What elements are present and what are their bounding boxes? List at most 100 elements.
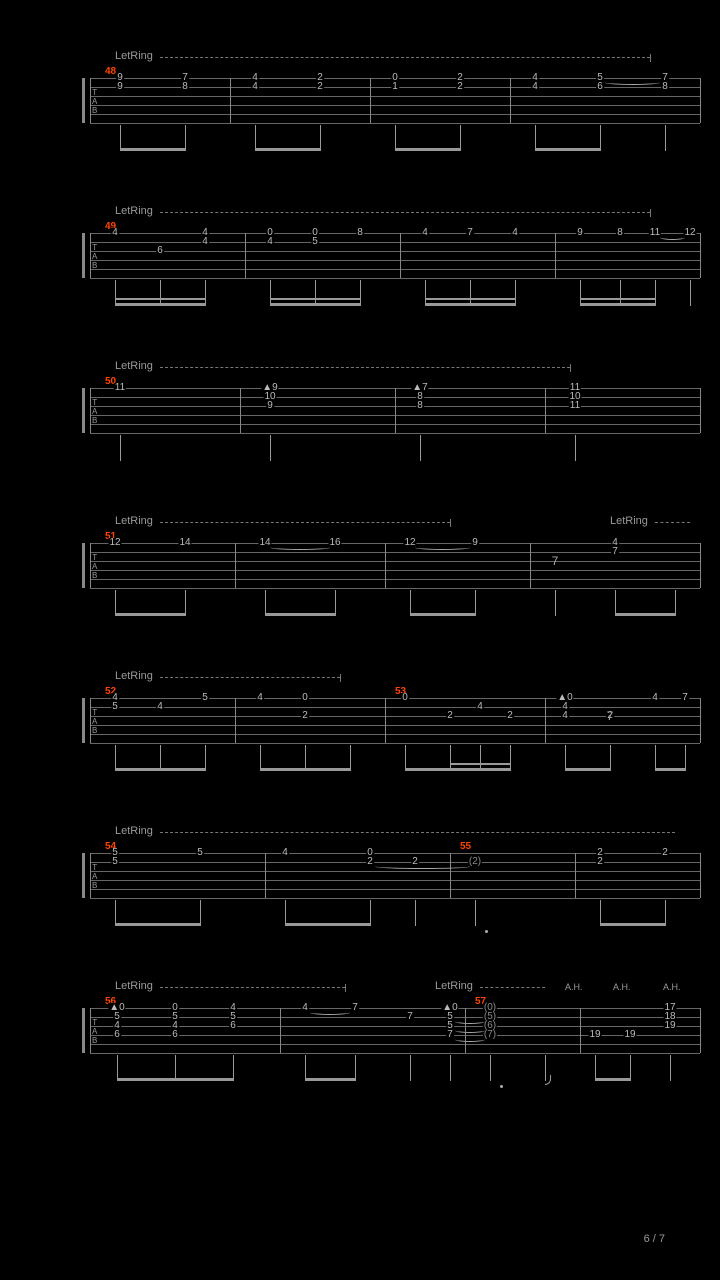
tab-clef: TAB [92,553,96,580]
fret-number: 8 [616,228,624,238]
fret-number: 4 [201,237,209,247]
barline [700,698,701,743]
tie [605,80,660,85]
fret-number: 6 [171,1030,179,1040]
fret-number: 11 [114,383,126,393]
fret-number: 6 [229,1021,237,1031]
staff-line [90,588,700,589]
fret-number: 5 [311,237,319,247]
barline [510,78,511,123]
staff-line [90,1026,700,1027]
fret-number: 5 [196,848,204,858]
ah-label: A.H. [663,982,681,992]
letring-line [480,987,545,988]
fret-number: 11 [569,401,581,411]
stem [410,1055,411,1081]
fret-number: 5 [111,857,119,867]
letring-label: LetRing [115,205,153,217]
fret-number: 2 [301,711,309,721]
staff-line [90,853,700,854]
measure-number: 48 [105,66,116,77]
staff-line [90,123,700,124]
tab-system: LetRing50TAB11▲9109▲788111011 [55,360,665,495]
barline [230,78,231,123]
barline [575,853,576,898]
staff-line [90,251,700,252]
fret-number: 0 [301,693,309,703]
tab-system: LetRing49TAB464404058474981112 [55,205,665,340]
tie [455,1028,485,1033]
barline [235,698,236,743]
staff-line [90,242,700,243]
fret-number: 4 [651,693,659,703]
letring-line [160,677,340,678]
fret-number: 7 [611,547,619,557]
staff-line [90,1053,700,1054]
fret-number: 4 [561,711,569,721]
letring-label: LetRing [115,515,153,527]
fret-number: 19 [663,1021,676,1031]
barline [580,1008,581,1053]
staff-line [90,233,700,234]
barline [530,543,531,588]
letring-label: LetRing [610,515,648,527]
stem [490,1055,491,1081]
fret-number: 2 [506,711,514,721]
barline [700,1008,701,1053]
tab-system: LetRingLetRing51TAB12141416129747 [55,515,665,650]
staff-line [90,579,700,580]
fret-number: 5 [111,702,119,712]
stem [120,435,121,461]
letring-line [160,987,345,988]
barline [245,233,246,278]
rest: 7 [607,709,614,723]
measure-number: 55 [460,841,471,852]
fret-number: 4 [301,1003,309,1013]
staff-line [90,707,700,708]
fret-number: 8 [356,228,364,238]
staff-line [90,862,700,863]
tie [415,545,470,550]
fret-number: 12 [108,538,121,548]
staff-line [90,1017,700,1018]
fret-number: 9 [116,82,124,92]
fret-number: 4 [256,693,264,703]
fret-number: 4 [111,228,119,238]
staff-line [90,433,700,434]
barline [90,698,91,743]
ah-label: A.H. [565,982,583,992]
staff-line [90,105,700,106]
staff-line [90,114,700,115]
fret-number: 19 [588,1030,601,1040]
barline [395,388,396,433]
fret-number: 19 [623,1030,636,1040]
letring-line [160,522,450,523]
fret-number: 2 [316,82,324,92]
staff-line [90,880,700,881]
barline [700,388,701,433]
barline [235,543,236,588]
staff-line [90,743,700,744]
fret-number: 2 [661,848,669,858]
fret-number: 4 [266,237,274,247]
tab-clef: TAB [92,88,96,115]
ah-label: A.H. [613,982,631,992]
fret-number: 5 [201,693,209,703]
fret-number: 2 [446,711,454,721]
letring-line [160,832,675,833]
staff-line [90,570,700,571]
letring-label: LetRing [115,825,153,837]
tab-clef: TAB [92,243,96,270]
stem [575,435,576,461]
stem [450,1055,451,1081]
fret-number: 7 [351,1003,359,1013]
fret-number: 14 [178,538,191,548]
fret-number: 4 [251,82,259,92]
fret-number: 7 [446,1030,454,1040]
fret-number: 2 [456,82,464,92]
fret-number: 8 [661,82,669,92]
barline [90,543,91,588]
barline [545,698,546,743]
staff-line [90,96,700,97]
barline [700,853,701,898]
